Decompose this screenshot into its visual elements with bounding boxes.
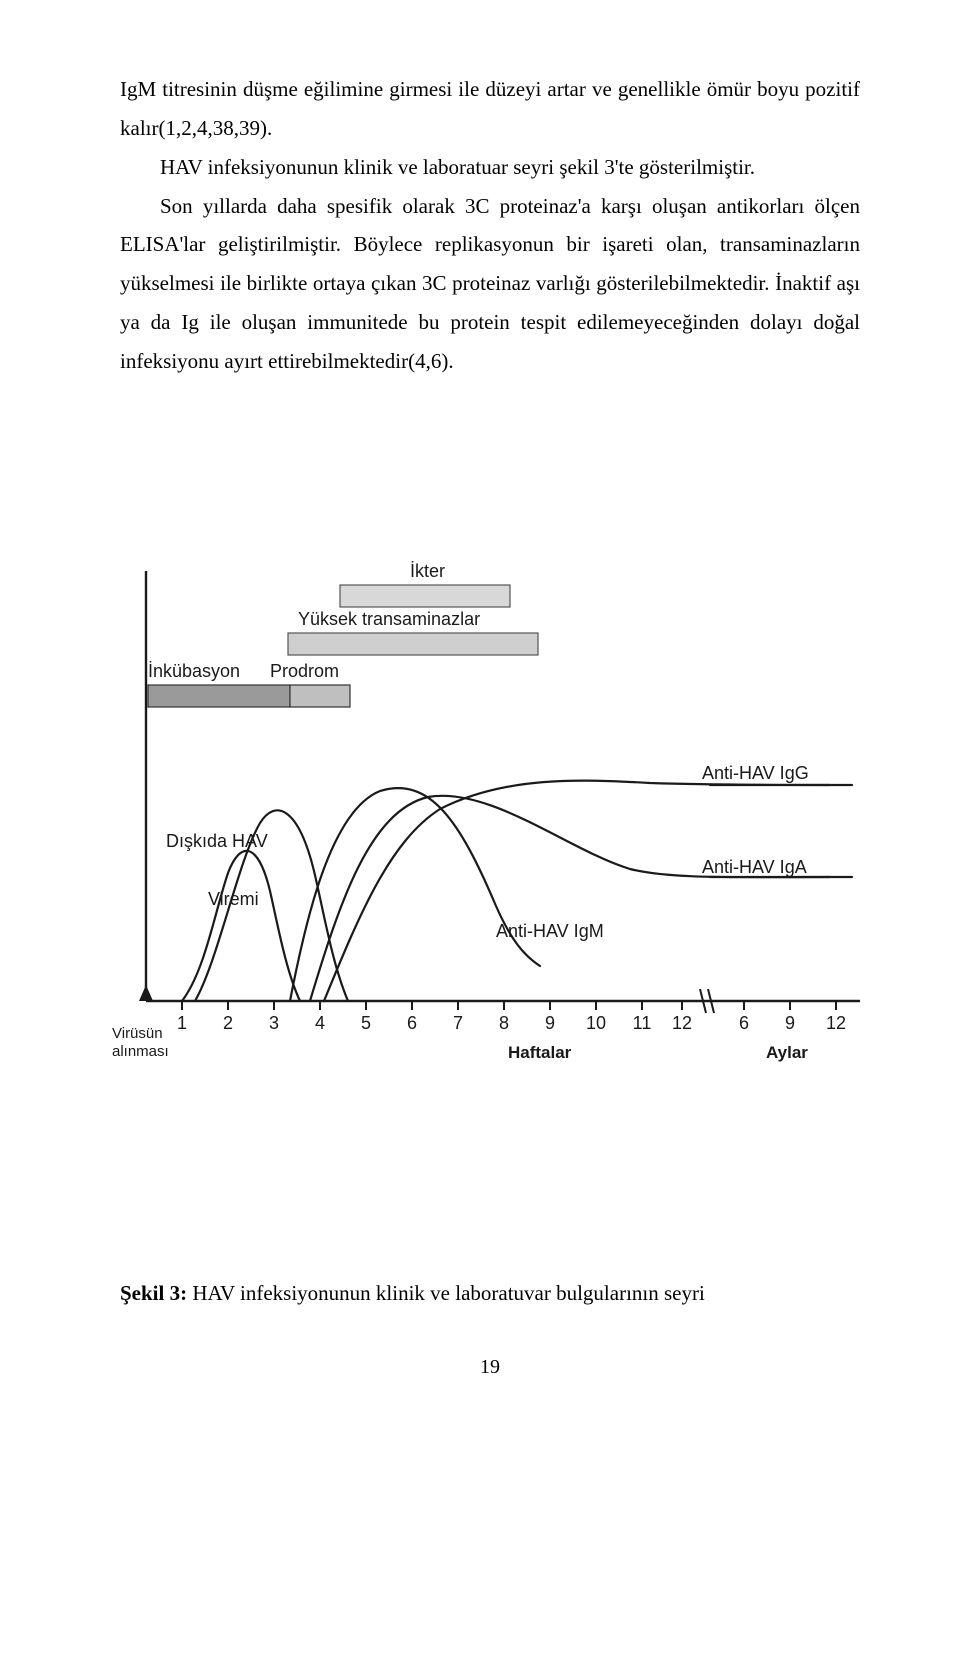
tick-week-1: 1 bbox=[172, 1013, 192, 1034]
tick-week-9: 9 bbox=[540, 1013, 560, 1034]
tick-month-12: 12 bbox=[826, 1013, 846, 1034]
phase-label-inkubasyon: İnkübasyon bbox=[148, 661, 240, 682]
tick-week-8: 8 bbox=[494, 1013, 514, 1034]
tick-month-9: 9 bbox=[780, 1013, 800, 1034]
figure: Virüsünalınması İkter Yüksek transaminazla… bbox=[110, 561, 860, 1091]
tick-week-10: 10 bbox=[586, 1013, 606, 1034]
curve-igg bbox=[324, 780, 830, 1000]
paragraph-1: IgM titresinin düşme eğilimine girmesi i… bbox=[120, 70, 860, 148]
tick-week-11: 11 bbox=[632, 1013, 652, 1034]
arrow-label: Virüsünalınması bbox=[112, 1025, 169, 1061]
phase-bar-ikter bbox=[340, 585, 510, 607]
phase-label-transaminaz: Yüksek transaminazlar bbox=[298, 609, 480, 630]
body-text: IgM titresinin düşme eğilimine girmesi i… bbox=[120, 70, 860, 381]
phase-label-prodrom: Prodrom bbox=[270, 661, 339, 682]
curve-igm bbox=[290, 788, 540, 1001]
axis-label-weeks: Haftalar bbox=[508, 1043, 571, 1063]
curve-label-iga: Anti-HAV IgA bbox=[702, 857, 807, 878]
paragraph-3: Son yıllarda daha spesifik olarak 3C pro… bbox=[120, 187, 860, 381]
tick-month-6: 6 bbox=[734, 1013, 754, 1034]
curve-label-igm: Anti-HAV IgM bbox=[496, 921, 604, 942]
curve-iga bbox=[310, 796, 830, 1001]
tick-week-12: 12 bbox=[672, 1013, 692, 1034]
tick-week-5: 5 bbox=[356, 1013, 376, 1034]
tick-week-7: 7 bbox=[448, 1013, 468, 1034]
figure-caption-text: HAV infeksiyonunun klinik ve laboratuvar… bbox=[192, 1281, 704, 1305]
curve-viremi bbox=[182, 851, 300, 1001]
paragraph-2: HAV infeksiyonunun klinik ve laboratuar … bbox=[120, 148, 860, 187]
chart-svg bbox=[110, 561, 870, 1091]
curve-label-viremi: Viremi bbox=[208, 889, 259, 910]
tick-week-4: 4 bbox=[310, 1013, 330, 1034]
phase-label-ikter: İkter bbox=[410, 561, 445, 582]
phase-bar-inkubasyon bbox=[148, 685, 290, 707]
page: IgM titresinin düşme eğilimine girmesi i… bbox=[0, 0, 960, 1439]
tick-week-2: 2 bbox=[218, 1013, 238, 1034]
tick-week-6: 6 bbox=[402, 1013, 422, 1034]
curve-label-diskida: Dışkıda HAV bbox=[166, 831, 268, 852]
tick-week-3: 3 bbox=[264, 1013, 284, 1034]
figure-caption: Şekil 3: HAV infeksiyonunun klinik ve la… bbox=[120, 1281, 860, 1306]
phase-bar-transaminaz bbox=[288, 633, 538, 655]
curve-label-igg: Anti-HAV IgG bbox=[702, 763, 809, 784]
page-number: 19 bbox=[120, 1356, 860, 1379]
hav-course-chart: Virüsünalınması İkter Yüksek transaminazla… bbox=[110, 561, 870, 1091]
axis-label-months: Aylar bbox=[766, 1043, 808, 1063]
phase-bar-prodrom bbox=[290, 685, 350, 707]
figure-caption-label: Şekil 3: bbox=[120, 1281, 192, 1305]
